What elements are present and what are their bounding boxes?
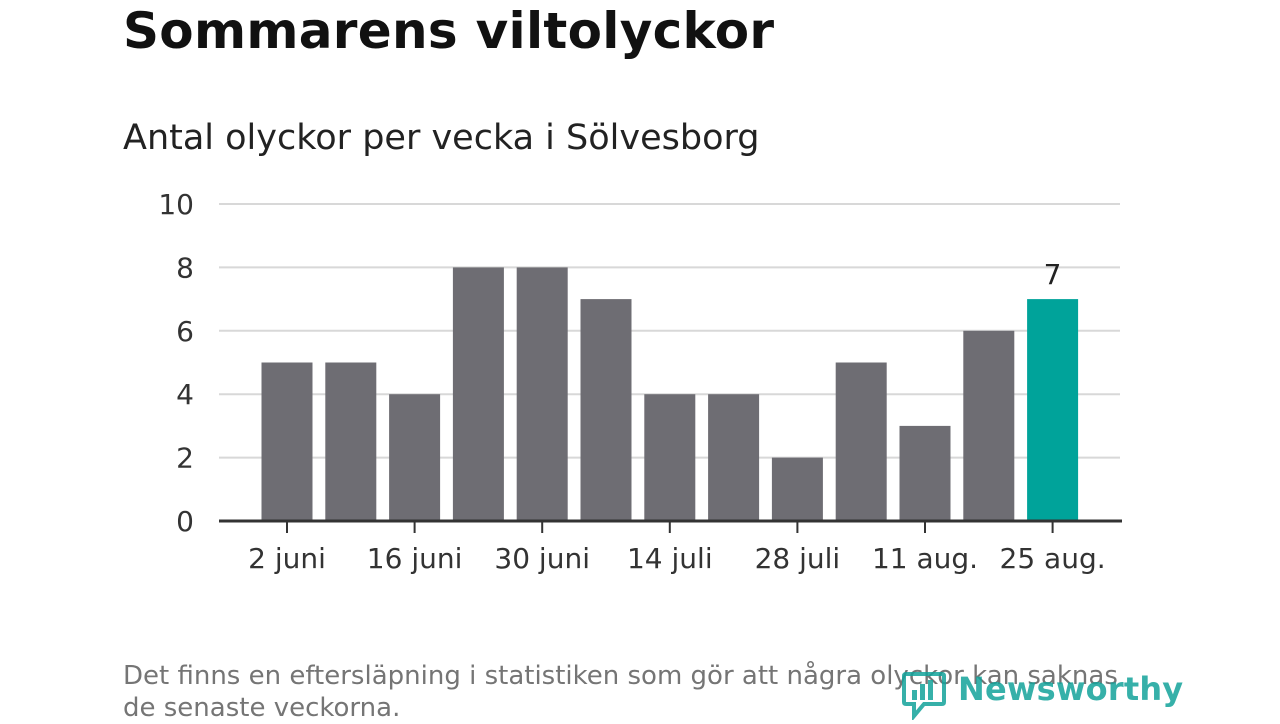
x-tick-label: 16 juni [367,542,463,575]
bar [644,394,696,521]
bar-chart: 0 2 4 6 8 10 7 2 juni 16 juni 30 juni 14 juli 28 ju… [158,188,1122,575]
x-tick-label: 14 juli [627,542,713,575]
x-tick-label: 2 juni [248,542,326,575]
y-tick-label: 8 [176,251,194,284]
y-tick-label: 0 [176,505,194,538]
bar [516,267,568,521]
bar [771,457,823,521]
y-tick-label: 4 [176,378,194,411]
newsworthy-logo-text: Newsworthy [958,670,1184,708]
bar [389,394,441,521]
bar [452,267,504,521]
x-tick-label: 30 juni [494,542,590,575]
newsworthy-logo: Newsworthy [900,668,1183,720]
bar [1027,299,1079,521]
y-tick-label: 6 [176,315,194,348]
newsworthy-logo-icon [902,672,946,720]
bar [261,362,313,521]
bar [325,362,377,521]
bar [835,362,887,521]
chart-subtitle: Antal olyckor per vecka i Sölvesborg [123,118,760,158]
chart-title: Sommarens viltolyckor [123,2,775,60]
x-tick-label: 25 aug. [1000,542,1106,575]
bar [580,299,632,521]
y-tick-label: 2 [176,442,194,475]
bar [708,394,760,521]
bar [963,330,1015,521]
bar [899,425,951,521]
x-tick-label: 11 aug. [872,542,978,575]
footnote: Det finns en eftersläpning i statistiken… [123,661,1118,723]
x-tick-label: 28 juli [755,542,841,575]
bar-data-label: 7 [1044,258,1062,291]
y-tick-label: 10 [158,188,194,221]
